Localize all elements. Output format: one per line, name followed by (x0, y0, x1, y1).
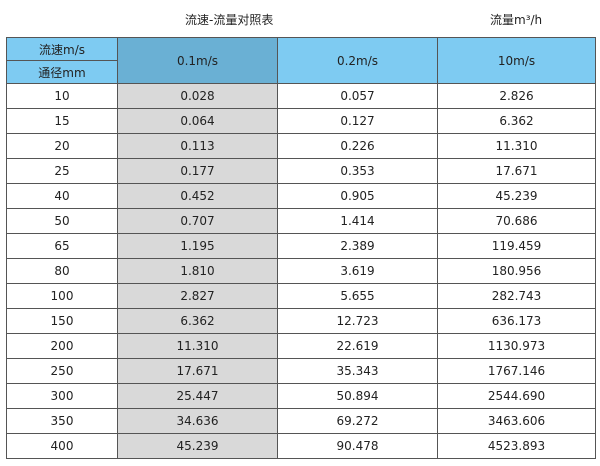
flow-cell: 1.414 (277, 208, 438, 234)
flow-cell: 0.028 (117, 83, 278, 109)
diameter-cell: 25 (6, 158, 118, 184)
column-header: 0.1m/s (117, 37, 278, 84)
flow-cell: 119.459 (437, 233, 596, 259)
table-row: 150 6.362 12.723 636.173 (6, 308, 596, 334)
flow-cell: 0.707 (117, 208, 278, 234)
diameter-cell: 50 (6, 208, 118, 234)
flow-cell: 0.905 (277, 183, 438, 209)
diameter-cell: 200 (6, 333, 118, 359)
diameter-cell: 400 (6, 433, 118, 459)
flow-cell: 1.810 (117, 258, 278, 284)
flow-cell: 0.452 (117, 183, 278, 209)
diameter-header: 通径mm (6, 60, 118, 84)
flow-cell: 69.272 (277, 408, 438, 434)
diameter-cell: 40 (6, 183, 118, 209)
flow-cell: 0.127 (277, 108, 438, 134)
flow-cell: 3463.606 (437, 408, 596, 434)
flow-cell: 0.353 (277, 158, 438, 184)
flow-cell: 0.057 (277, 83, 438, 109)
unit-label: 流量m³/h (490, 13, 543, 27)
flow-cell: 2544.690 (437, 383, 596, 409)
table-row: 80 1.810 3.619 180.956 (6, 258, 596, 284)
column-header: 10m/s (437, 37, 596, 84)
table-row: 65 1.195 2.389 119.459 (6, 233, 596, 259)
flow-cell: 2.826 (437, 83, 596, 109)
diameter-cell: 150 (6, 308, 118, 334)
table-row: 200 11.310 22.619 1130.973 (6, 333, 596, 359)
flow-cell: 180.956 (437, 258, 596, 284)
column-header: 0.2m/s (277, 37, 438, 84)
flow-cell: 282.743 (437, 283, 596, 309)
table-row: 300 25.447 50.894 2544.690 (6, 383, 596, 409)
flow-cell: 0.226 (277, 133, 438, 159)
flow-cell: 3.619 (277, 258, 438, 284)
flow-cell: 11.310 (117, 333, 278, 359)
table-row: 100 2.827 5.655 282.743 (6, 283, 596, 309)
table-row: 10 0.028 0.057 2.826 (6, 83, 596, 109)
flow-cell: 25.447 (117, 383, 278, 409)
diameter-cell: 15 (6, 108, 118, 134)
flow-cell: 34.636 (117, 408, 278, 434)
table-row: 40 0.452 0.905 45.239 (6, 183, 596, 209)
diameter-cell: 100 (6, 283, 118, 309)
diameter-cell: 65 (6, 233, 118, 259)
flow-cell: 2.389 (277, 233, 438, 259)
flow-cell: 6.362 (437, 108, 596, 134)
velocity-header: 流速m/s (6, 37, 118, 61)
flow-cell: 17.671 (117, 358, 278, 384)
flow-cell: 1130.973 (437, 333, 596, 359)
flow-cell: 1767.146 (437, 358, 596, 384)
table-row: 15 0.064 0.127 6.362 (6, 108, 596, 134)
flow-cell: 0.113 (117, 133, 278, 159)
flow-cell: 4523.893 (437, 433, 596, 459)
table-row: 20 0.113 0.226 11.310 (6, 133, 596, 159)
flow-cell: 12.723 (277, 308, 438, 334)
diameter-cell: 20 (6, 133, 118, 159)
flow-table: 流速m/s 0.1m/s 0.2m/s 10m/s 通径mm 10 0.028 0.… (6, 37, 596, 459)
diameter-cell: 80 (6, 258, 118, 284)
table-row: 400 45.239 90.478 4523.893 (6, 433, 596, 459)
flow-cell: 0.177 (117, 158, 278, 184)
flow-cell: 50.894 (277, 383, 438, 409)
table-row: 350 34.636 69.272 3463.606 (6, 408, 596, 434)
table-row: 250 17.671 35.343 1767.146 (6, 358, 596, 384)
flow-cell: 17.671 (437, 158, 596, 184)
table-row: 50 0.707 1.414 70.686 (6, 208, 596, 234)
flow-cell: 1.195 (117, 233, 278, 259)
flow-cell: 6.362 (117, 308, 278, 334)
table-title: 流速-流量对照表 (185, 13, 274, 27)
flow-cell: 90.478 (277, 433, 438, 459)
flow-cell: 22.619 (277, 333, 438, 359)
flow-cell: 5.655 (277, 283, 438, 309)
diameter-cell: 250 (6, 358, 118, 384)
flow-cell: 35.343 (277, 358, 438, 384)
diameter-cell: 300 (6, 383, 118, 409)
flow-cell: 0.064 (117, 108, 278, 134)
diameter-cell: 10 (6, 83, 118, 109)
flow-cell: 45.239 (117, 433, 278, 459)
table-row: 25 0.177 0.353 17.671 (6, 158, 596, 184)
diameter-cell: 350 (6, 408, 118, 434)
flow-cell: 70.686 (437, 208, 596, 234)
flow-cell: 45.239 (437, 183, 596, 209)
flow-cell: 636.173 (437, 308, 596, 334)
flow-cell: 11.310 (437, 133, 596, 159)
flow-cell: 2.827 (117, 283, 278, 309)
